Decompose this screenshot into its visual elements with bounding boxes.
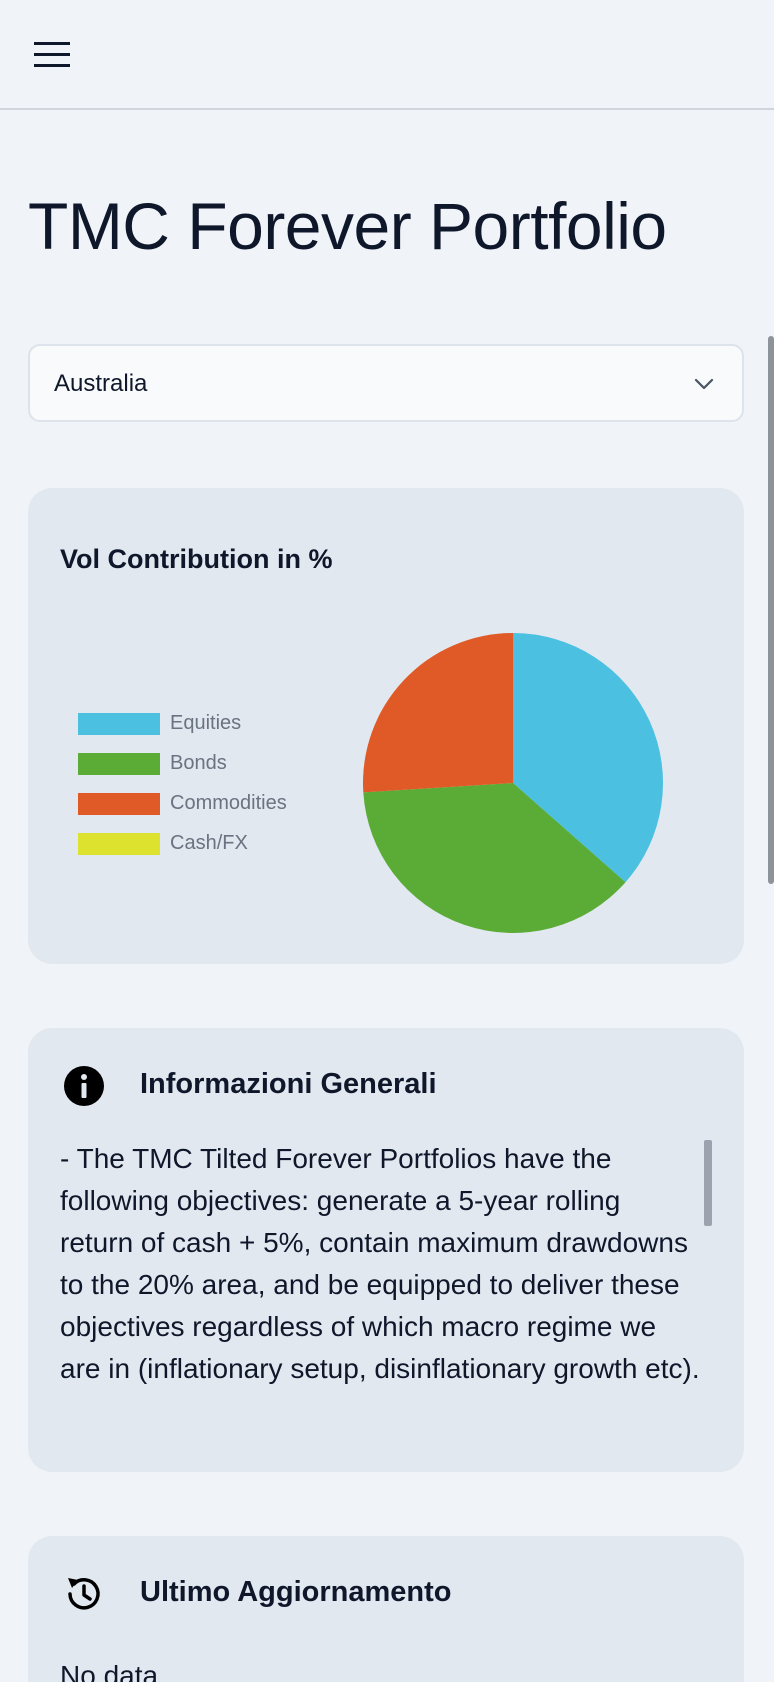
history-clock-icon [62, 1572, 106, 1616]
general-info-title: Informazioni Generali [140, 1068, 437, 1100]
country-select-value: Australia [54, 370, 148, 397]
country-select[interactable]: Australia [28, 344, 744, 422]
general-info-text: - The TMC Tilted Forever Portfolios have… [60, 1143, 700, 1384]
pie-chart [363, 633, 663, 933]
legend-item[interactable]: Commodities [78, 790, 318, 830]
info-icon [62, 1064, 106, 1108]
last-update-card: Ultimo Aggiornamento No data [28, 1536, 744, 1682]
page-title: TMC Forever Portfolio [28, 189, 667, 263]
last-update-text: No data [60, 1660, 159, 1682]
legend-item[interactable]: Bonds [78, 750, 318, 790]
pie-slice-equities[interactable] [513, 633, 663, 883]
pie-slice-bonds[interactable] [363, 783, 626, 933]
general-info-card: Informazioni Generali - The TMC Tilted F… [28, 1028, 744, 1472]
legend-label: Equities [170, 712, 242, 734]
pie-slice-commodities[interactable] [363, 633, 513, 793]
legend-item[interactable]: Cash/FX [78, 830, 318, 870]
page-scrollbar[interactable] [768, 336, 774, 884]
chart-title: Vol Contribution in % [60, 544, 333, 574]
legend-swatch [78, 793, 160, 815]
chart-legend: Equities Bonds Commodities Cash/FX [78, 710, 318, 870]
legend-label: Cash/FX [170, 832, 248, 854]
chevron-down-icon [692, 372, 716, 396]
hamburger-menu-icon[interactable] [32, 40, 72, 70]
legend-label: Commodities [170, 792, 287, 814]
last-update-title: Ultimo Aggiornamento [140, 1576, 452, 1608]
top-bar [0, 0, 774, 110]
vol-contribution-card: Vol Contribution in % Equities Bonds Commo… [28, 488, 744, 964]
legend-label: Bonds [170, 752, 227, 774]
legend-swatch [78, 713, 160, 735]
info-text-scrollbar[interactable] [704, 1140, 712, 1226]
legend-item[interactable]: Equities [78, 710, 318, 750]
legend-swatch [78, 753, 160, 775]
legend-swatch [78, 833, 160, 855]
